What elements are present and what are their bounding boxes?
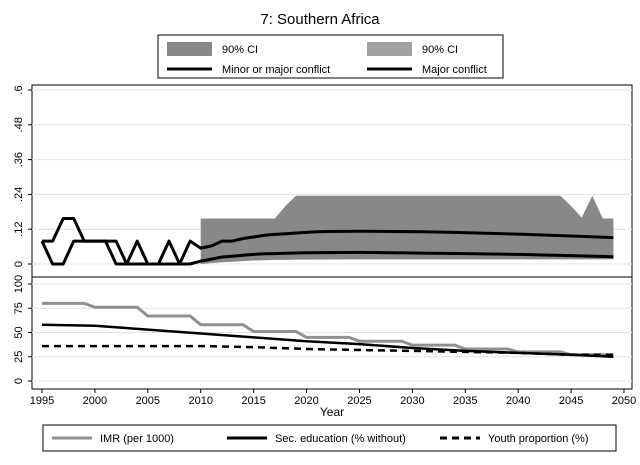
- top-legend-label: Minor or major conflict: [222, 64, 330, 76]
- x-tick-label: 2035: [453, 395, 477, 407]
- top-legend-label: 90% CI: [422, 44, 458, 56]
- chart-title: 7: Southern Africa: [260, 11, 380, 28]
- x-axis: 1995 2000 2005 2010 2015 2020 2025 2030 2035 2040…: [30, 389, 636, 407]
- x-tick-label: 2010: [188, 395, 212, 407]
- top-y-tick-label: 0: [13, 261, 25, 267]
- top-y-tick-label: .24: [13, 187, 25, 202]
- bottom-legend-item: IMR (per 1000): [52, 433, 174, 445]
- x-tick-label: 2000: [83, 395, 107, 407]
- x-tick-label: 1995: [30, 395, 54, 407]
- top-legend-frame: [157, 34, 504, 79]
- bottom-y-tick-label: 0: [13, 378, 25, 384]
- bottom-legend-item: Youth proportion (%): [440, 433, 589, 445]
- bottom-legend-frame: [42, 424, 617, 452]
- top-legend-item: Major conflict: [367, 64, 487, 76]
- ci-band: [200, 195, 614, 264]
- x-tick-label: 2050: [612, 395, 636, 407]
- top-legend-item: 90% CI: [167, 42, 258, 56]
- bottom-legend-label: Sec. education (% without): [275, 433, 406, 445]
- x-axis-label: Year: [320, 405, 344, 419]
- legend-swatch-ci: [367, 42, 412, 56]
- top-legend-item: 90% CI: [367, 42, 458, 56]
- bottom-legend-label: Youth proportion (%): [488, 433, 589, 445]
- top-legend-label: Major conflict: [422, 64, 487, 76]
- x-tick-label: 2015: [241, 395, 265, 407]
- top-legend-item: Minor or major conflict: [167, 64, 330, 76]
- x-tick-label: 2020: [294, 395, 318, 407]
- bottom-y-tick-label: 25: [13, 351, 25, 363]
- x-tick-label: 2045: [559, 395, 583, 407]
- top-panel: 0 .12 .24 .36 .48 .6: [13, 84, 633, 278]
- legend-swatch-ci: [167, 42, 212, 56]
- x-tick-label: 2005: [136, 395, 160, 407]
- youth-proportion-line: [42, 344, 614, 357]
- top-y-tick-label: .36: [13, 152, 25, 167]
- top-legend-label: 90% CI: [222, 44, 258, 56]
- top-y-tick-label: .48: [13, 117, 25, 132]
- bottom-legend-item: Sec. education (% without): [227, 433, 406, 445]
- bottom-y-tick-label: 75: [13, 302, 25, 314]
- bottom-legend-label: IMR (per 1000): [100, 433, 174, 445]
- x-tick-label: 2030: [400, 395, 424, 407]
- bottom-legend: IMR (per 1000) Sec. education (% without)…: [42, 424, 617, 452]
- major-conflict-line: [40, 239, 614, 266]
- imr-line: [42, 301, 614, 357]
- x-tick-label: 2040: [506, 395, 530, 407]
- bottom-panel: 0 25 50 75 100: [13, 275, 633, 390]
- top-y-tick-label: .6: [13, 85, 25, 94]
- top-y-tick-label: .12: [13, 222, 25, 237]
- bottom-y-tick-label: 50: [13, 326, 25, 338]
- x-tick-label: 2025: [347, 395, 371, 407]
- top-legend: 90% CI 90% CI Minor or major conflict Major…: [157, 34, 504, 79]
- bottom-y-tick-label: 100: [13, 275, 25, 293]
